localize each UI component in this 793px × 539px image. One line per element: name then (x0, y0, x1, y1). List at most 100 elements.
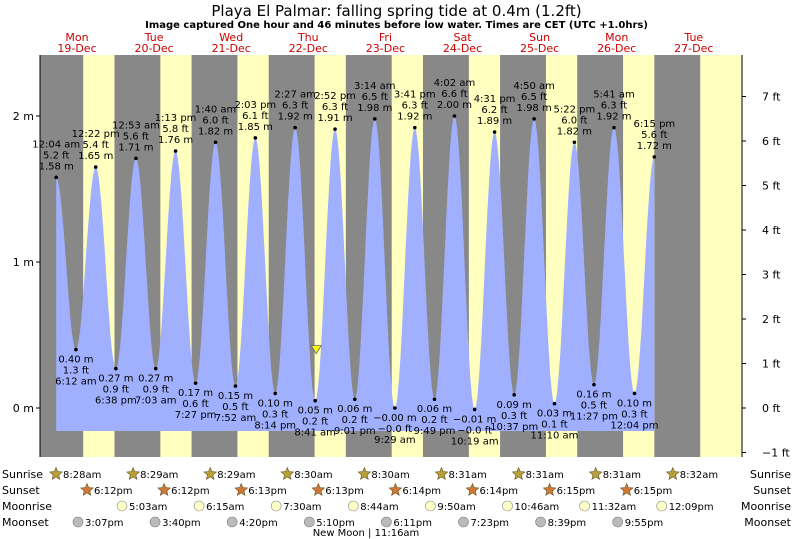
moonset-icon (458, 516, 469, 528)
high-tide-label: 5.2 ft (43, 150, 69, 161)
sunset-time: 6:12pm (94, 486, 133, 497)
sunrise-time: 8:29am (140, 470, 178, 481)
high-tide-label: 1:40 am (195, 104, 237, 115)
low-tide-label: 6:12 am (55, 377, 97, 388)
sunset-icon (157, 482, 172, 496)
low-tide-label: 0.27 m (138, 374, 173, 385)
high-tide-label: 1.82 m (198, 126, 233, 137)
high-tide-label: 5:41 am (593, 90, 635, 101)
day-name: Tue (144, 31, 164, 44)
low-tide-point (74, 347, 78, 352)
low-tide-label: 9:49 pm (414, 426, 456, 437)
right-tick-label: 2 ft (762, 313, 781, 326)
extreme-labels: 12:04 am5.2 ft1.58 m 0.40 m1.3 ft6:12 am 1… (32, 78, 675, 447)
low-tide-label: 11:10 am (531, 431, 579, 442)
chart-title: Playa El Palmar: falling spring tide at … (211, 2, 582, 20)
low-tide-label: 6:38 pm (95, 396, 137, 407)
day-date: 26-Dec (597, 42, 636, 55)
low-tide-label: 0.9 ft (143, 385, 169, 396)
right-tick-label: 4 ft (762, 224, 781, 237)
high-tide-point (333, 127, 337, 131)
low-tide-label: 7:27 pm (175, 410, 217, 421)
sunrise-icon (203, 466, 218, 480)
moonrise-time: 10:46am (515, 502, 560, 513)
low-tide-label: 8:14 pm (254, 420, 296, 431)
sunrise-time: 8:32am (680, 470, 718, 481)
low-tide-label: 0.5 ft (581, 401, 607, 412)
sunrise-time: 8:31am (526, 470, 564, 481)
high-tide-label: 6.0 ft (561, 115, 587, 126)
row-label-right: Moonset (744, 516, 791, 529)
low-tide-label: 10:37 pm (490, 422, 538, 433)
row-label-left: Sunrise (2, 468, 43, 481)
low-tide-point (432, 397, 437, 402)
moonrise-icon (656, 500, 668, 512)
low-tide-label: 0.10 m (258, 398, 293, 409)
high-tide-label: 1.58 m (39, 161, 74, 172)
moon-phase-label: New Moon | 11:16am (313, 528, 420, 539)
tide-water-area (56, 116, 655, 431)
day-date: 20-Dec (134, 42, 173, 55)
low-tide-label: 7:52 am (215, 413, 257, 424)
high-tide-label: 3:14 am (354, 81, 396, 92)
day-date: 19-Dec (57, 42, 96, 55)
high-tide-label: 6.5 ft (521, 92, 547, 103)
sunset-time: 6:15pm (634, 486, 673, 497)
low-tide-point (114, 366, 118, 371)
high-tide-label: 6.1 ft (242, 111, 268, 122)
low-tide-point (313, 398, 317, 403)
moonrise-time: 5:03am (129, 502, 167, 513)
high-tide-label: 1:13 pm (155, 113, 197, 124)
high-tide-label: 4:31 pm (474, 94, 516, 105)
low-tide-label: 0.3 ft (501, 411, 527, 422)
high-tide-label: 2.00 m (437, 100, 472, 111)
low-tide-label: 0.06 m (337, 404, 372, 415)
day-date: 27-Dec (674, 42, 713, 55)
moonrise-time: 11:32am (592, 502, 637, 513)
high-tide-point (253, 136, 258, 140)
right-tick-label: 6 ft (762, 135, 781, 148)
low-tide-label: 0.3 ft (621, 409, 647, 420)
high-tide-point (652, 155, 657, 159)
row-label-left: Moonrise (2, 500, 52, 513)
left-tick-label: 0 m (13, 402, 34, 415)
sunrise-time: 8:31am (603, 470, 641, 481)
low-tide-point (273, 391, 277, 396)
day-name: Wed (219, 31, 243, 44)
high-tide-label: 1.82 m (557, 126, 592, 137)
right-tick-label: 1 ft (762, 357, 781, 370)
row-label-right: Sunset (753, 484, 791, 497)
high-tide-label: 4:02 am (434, 78, 476, 89)
high-tide-label: 1.98 m (517, 103, 552, 114)
high-tide-label: 6.3 ft (322, 102, 348, 113)
high-tide-label: 12:04 am (32, 139, 80, 150)
astronomy-rows: Sunrise Sunrise Sunset Sunset Moonrise Moonri… (2, 466, 792, 539)
chart-subtitle: Image captured One hour and 46 minutes b… (145, 20, 648, 31)
high-tide-label: 5:22 pm (554, 104, 596, 115)
current-tide-marker (310, 345, 322, 355)
sunset-time: 6:13pm (325, 486, 364, 497)
moonset-icon (303, 516, 315, 528)
moonrise-icon (116, 500, 128, 512)
high-tide-point (93, 165, 98, 169)
high-tide-point (372, 117, 377, 121)
high-tide-label: 1.92 m (278, 112, 313, 123)
day-name: Thu (297, 31, 319, 44)
low-tide-label: 0.15 m (218, 391, 253, 402)
moonrise-time: 9:50am (437, 502, 475, 513)
sunset-icon (465, 482, 480, 496)
high-tide-label: 6.6 ft (441, 89, 467, 100)
high-tide-point (572, 140, 577, 145)
low-tide-label: 9:01 pm (334, 426, 376, 437)
sunset-time: 6:13pm (248, 486, 287, 497)
day-date: 21-Dec (212, 42, 251, 55)
moonrise-icon (579, 500, 590, 512)
daylight-band (700, 55, 742, 457)
high-tide-label: 1.89 m (477, 116, 512, 127)
sunrise-time: 8:28am (63, 470, 101, 481)
high-tide-label: 1.92 m (596, 112, 631, 123)
moonrise-time: 7:30am (283, 502, 321, 513)
sunset-time: 6:12pm (171, 486, 210, 497)
high-tide-point (412, 125, 417, 130)
